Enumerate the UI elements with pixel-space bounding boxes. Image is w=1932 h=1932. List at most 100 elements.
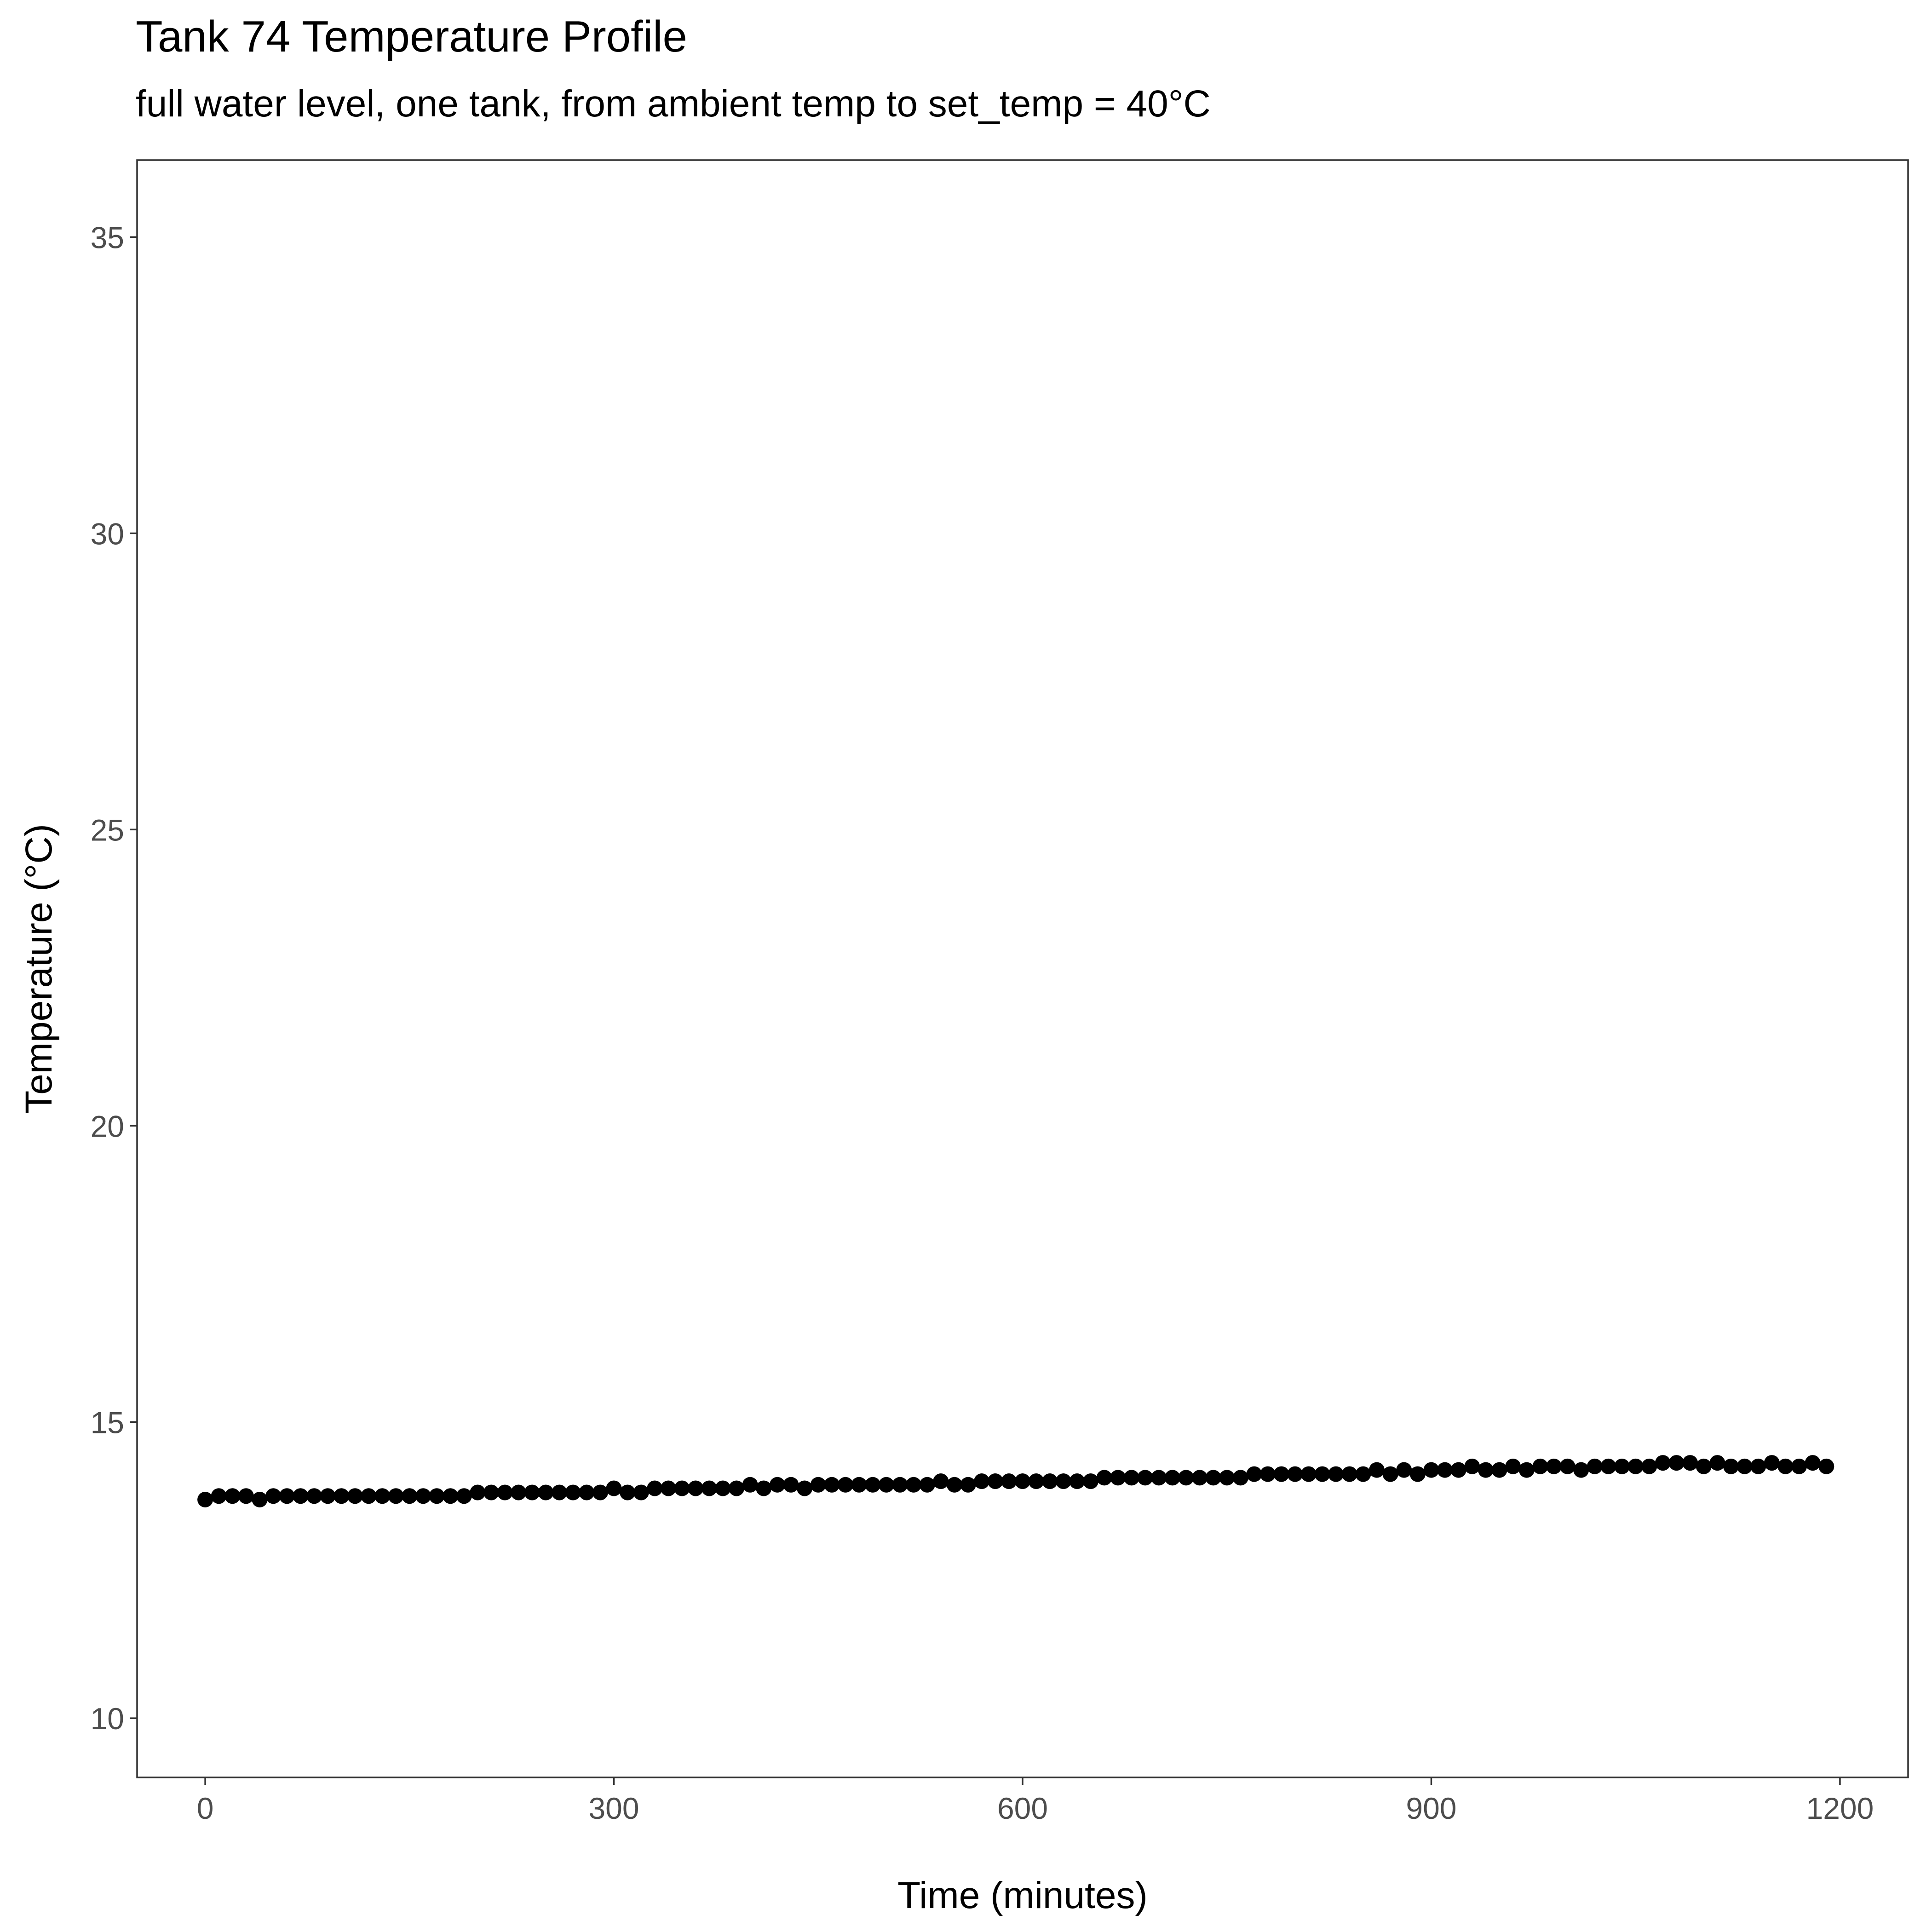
data-point — [865, 1477, 881, 1493]
data-point — [1791, 1458, 1807, 1474]
data-point — [960, 1477, 976, 1493]
data-point — [1559, 1458, 1576, 1474]
y-tick-label: 20 — [91, 1109, 124, 1143]
data-point — [729, 1480, 745, 1496]
data-point — [1287, 1466, 1303, 1482]
data-point — [1260, 1466, 1276, 1482]
data-point — [1042, 1473, 1058, 1489]
data-point — [1382, 1466, 1398, 1482]
x-tick-label: 600 — [997, 1791, 1048, 1825]
data-point — [592, 1484, 608, 1501]
data-point — [211, 1488, 227, 1504]
x-tick-label: 900 — [1406, 1791, 1456, 1825]
data-point — [1219, 1470, 1235, 1486]
data-point — [1627, 1458, 1644, 1474]
data-point — [1232, 1470, 1248, 1486]
data-point — [1600, 1458, 1616, 1474]
data-point — [892, 1477, 908, 1493]
data-point — [810, 1477, 826, 1493]
data-point — [647, 1480, 663, 1496]
data-point — [1723, 1458, 1739, 1474]
data-point — [906, 1477, 922, 1493]
data-point — [252, 1491, 268, 1507]
data-point — [1300, 1466, 1317, 1482]
data-point — [524, 1484, 540, 1501]
data-point — [824, 1477, 840, 1493]
data-point — [1083, 1473, 1099, 1489]
data-point — [1777, 1458, 1794, 1474]
data-point — [1055, 1473, 1071, 1489]
data-point — [1069, 1473, 1085, 1489]
data-point — [456, 1488, 472, 1504]
data-point — [1764, 1455, 1780, 1471]
data-point — [715, 1480, 731, 1496]
data-point — [1409, 1466, 1426, 1482]
data-point — [974, 1473, 990, 1489]
plot-panel — [136, 159, 1909, 1778]
data-point — [483, 1484, 499, 1501]
data-point — [1328, 1466, 1344, 1482]
data-point — [674, 1480, 690, 1496]
data-point — [1396, 1462, 1412, 1478]
data-point — [429, 1488, 445, 1504]
data-point — [415, 1488, 431, 1504]
data-point — [1546, 1458, 1562, 1474]
data-point — [851, 1477, 867, 1493]
data-point — [661, 1480, 676, 1496]
data-point — [1709, 1455, 1725, 1471]
chart-title: Tank 74 Temperature Profile — [136, 12, 687, 61]
data-point — [620, 1484, 636, 1501]
data-point — [783, 1477, 799, 1493]
data-point — [1137, 1470, 1153, 1486]
data-point — [1437, 1462, 1453, 1478]
data-point — [1491, 1462, 1507, 1478]
x-axis: 0 300 600 900 1200 — [197, 1777, 1874, 1825]
data-point — [742, 1477, 758, 1493]
data-point — [1641, 1458, 1657, 1474]
y-tick-label: 30 — [91, 517, 124, 551]
x-axis-title: Time (minutes) — [897, 1874, 1148, 1916]
y-tick-label: 10 — [91, 1702, 124, 1736]
data-point — [565, 1484, 581, 1501]
data-point — [1464, 1458, 1480, 1474]
data-point — [443, 1488, 459, 1504]
data-point — [1532, 1458, 1548, 1474]
data-point — [987, 1473, 1003, 1489]
data-point — [1423, 1462, 1439, 1478]
data-point — [1573, 1462, 1589, 1478]
data-point — [293, 1488, 309, 1504]
data-point — [1314, 1466, 1330, 1482]
data-point — [470, 1484, 486, 1501]
data-point — [374, 1488, 391, 1504]
data-point — [1818, 1458, 1834, 1474]
data-point — [306, 1488, 322, 1504]
y-axis: 10 15 20 25 30 35 — [91, 220, 137, 1736]
y-tick-label: 15 — [91, 1405, 124, 1439]
data-point — [265, 1488, 282, 1504]
data-point — [224, 1488, 241, 1504]
data-point — [1015, 1473, 1030, 1489]
data-point — [946, 1477, 962, 1493]
data-point — [797, 1480, 813, 1496]
chart-subtitle: full water level, one tank, from ambient… — [136, 83, 1211, 125]
data-point — [878, 1477, 894, 1493]
data-point — [238, 1488, 254, 1504]
data-point — [511, 1484, 527, 1501]
data-point — [1587, 1458, 1603, 1474]
data-point — [1614, 1458, 1630, 1474]
data-point — [1682, 1455, 1698, 1471]
data-point — [552, 1484, 568, 1501]
data-point — [1273, 1466, 1289, 1482]
data-point — [701, 1480, 717, 1496]
data-point — [606, 1480, 622, 1496]
data-point — [334, 1488, 350, 1504]
data-point — [347, 1488, 363, 1504]
data-point — [1096, 1470, 1112, 1486]
data-point — [361, 1488, 377, 1504]
data-point — [688, 1480, 704, 1496]
data-point — [1246, 1466, 1262, 1482]
x-tick-label: 1200 — [1806, 1791, 1874, 1825]
data-point — [1668, 1455, 1685, 1471]
data-point — [1655, 1455, 1671, 1471]
